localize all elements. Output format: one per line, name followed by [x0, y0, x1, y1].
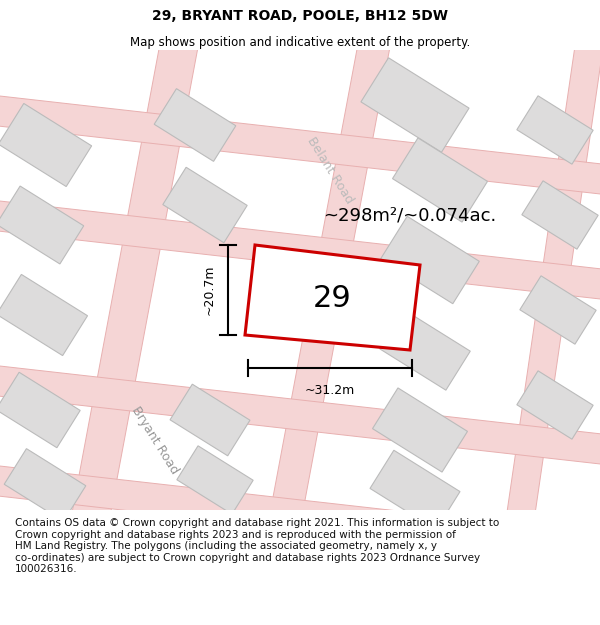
Polygon shape — [269, 37, 391, 523]
Text: ~298m²/~0.074ac.: ~298m²/~0.074ac. — [323, 206, 497, 224]
Text: Bryant Road: Bryant Road — [129, 404, 181, 476]
Polygon shape — [373, 388, 467, 472]
Polygon shape — [517, 96, 593, 164]
Text: Map shows position and indicative extent of the property.: Map shows position and indicative extent… — [130, 36, 470, 49]
Text: 29, BRYANT ROAD, POOLE, BH12 5DW: 29, BRYANT ROAD, POOLE, BH12 5DW — [152, 9, 448, 23]
Polygon shape — [0, 274, 88, 356]
Polygon shape — [506, 38, 600, 522]
Polygon shape — [0, 365, 600, 465]
Text: ~31.2m: ~31.2m — [305, 384, 355, 397]
Polygon shape — [370, 450, 460, 530]
Polygon shape — [154, 89, 236, 161]
Text: 29: 29 — [313, 284, 352, 313]
Polygon shape — [522, 181, 598, 249]
Polygon shape — [71, 36, 199, 524]
Text: Belant Road: Belant Road — [304, 134, 356, 206]
Polygon shape — [0, 186, 84, 264]
Polygon shape — [163, 168, 247, 242]
Polygon shape — [0, 104, 92, 186]
Polygon shape — [177, 446, 253, 514]
Polygon shape — [381, 216, 479, 304]
Text: Contains OS data © Crown copyright and database right 2021. This information is : Contains OS data © Crown copyright and d… — [15, 518, 499, 574]
Polygon shape — [0, 465, 600, 565]
Polygon shape — [0, 95, 600, 195]
Polygon shape — [245, 245, 420, 350]
Polygon shape — [517, 371, 593, 439]
Polygon shape — [380, 310, 470, 390]
Polygon shape — [520, 276, 596, 344]
Polygon shape — [170, 384, 250, 456]
Polygon shape — [0, 372, 80, 448]
Polygon shape — [392, 138, 487, 222]
Polygon shape — [0, 200, 600, 300]
Polygon shape — [361, 58, 469, 152]
Polygon shape — [4, 449, 86, 521]
Text: ~20.7m: ~20.7m — [203, 265, 216, 315]
